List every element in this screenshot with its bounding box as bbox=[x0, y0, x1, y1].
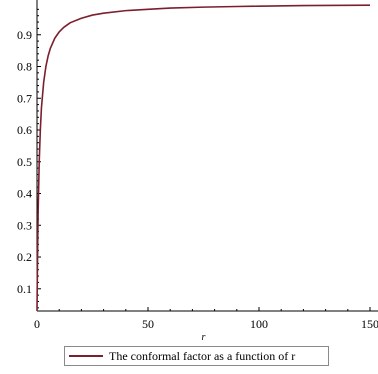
x-tick-label: 100 bbox=[250, 317, 268, 331]
y-tick-label: 0.9 bbox=[17, 28, 32, 42]
x-axis-label: r bbox=[202, 332, 206, 343]
legend-label: The conformal factor as a function of r bbox=[109, 348, 296, 363]
y-tick-label: 0.4 bbox=[17, 187, 32, 201]
x-tick-label: 50 bbox=[142, 317, 154, 331]
y-tick-label: 0.7 bbox=[17, 91, 32, 105]
y-tick-label: 0.3 bbox=[17, 218, 32, 232]
y-tick-label: 0.5 bbox=[17, 155, 32, 169]
x-tick-label: 0 bbox=[34, 317, 40, 331]
legend: The conformal factor as a function of r bbox=[64, 346, 329, 366]
x-tick-label: 150 bbox=[361, 317, 378, 331]
ticks: 0.1 0.2 0.3 0.4 0.5 0.6 0.7 0.8 0.9 0 50 100 150 bbox=[17, 8, 378, 331]
axes bbox=[36, 0, 378, 312]
legend-swatch bbox=[69, 355, 103, 357]
y-tick-label: 0.1 bbox=[17, 282, 32, 296]
series-line bbox=[36, 4, 371, 312]
series-layer bbox=[36, 4, 371, 312]
y-tick-label: 0.6 bbox=[17, 123, 32, 137]
y-tick-label: 0.8 bbox=[17, 60, 32, 74]
y-tick-label: 0.2 bbox=[17, 250, 32, 264]
